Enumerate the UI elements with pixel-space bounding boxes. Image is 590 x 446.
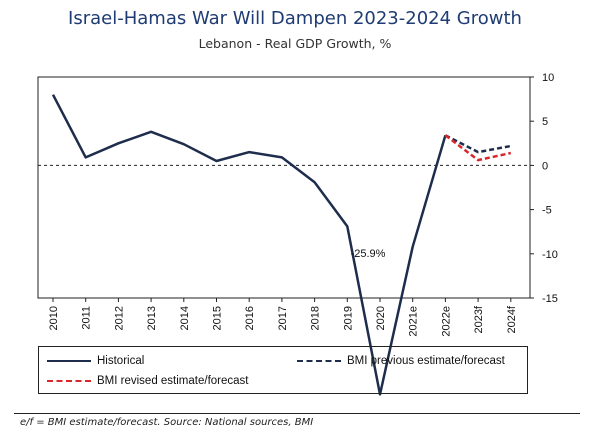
legend-swatch-historical [47,360,91,362]
x-tick-label: 2022e [440,306,452,337]
data-annotation: -25.9% [351,248,386,260]
footer-divider [14,413,580,414]
legend-swatch-revised [47,380,91,382]
plot-frame [37,76,531,299]
legend-label-previous: BMI previous estimate/forecast [347,355,505,367]
chart-subtitle: Lebanon - Real GDP Growth, % [198,36,392,51]
x-tick-label: 2013 [146,306,158,330]
legend-label-revised: BMI revised estimate/forecast [97,375,249,387]
legend-item-historical: Historical [47,355,144,367]
x-tick-label: 2015 [212,306,224,330]
y-tick-label: -15 [542,293,558,305]
legend-label-historical: Historical [97,355,145,367]
x-tick-label: 2024f [506,305,518,333]
y-tick-label: 10 [542,72,554,84]
legend-item-revised: BMI revised estimate/forecast [47,375,248,387]
x-tick-label: 2017 [277,306,289,330]
legend-item-previous: BMI previous estimate/forecast [297,355,505,367]
series-line-revised [444,134,512,162]
x-tick-label: 2021e [408,306,420,337]
y-tick-label: 5 [542,116,548,128]
series-line-historical [51,94,447,396]
series-line-previous [444,134,512,154]
x-tick-label: 2010 [48,306,60,330]
y-tick-label: 0 [542,160,548,172]
legend-swatch-previous [297,360,341,362]
x-tick-label: 2014 [179,306,191,330]
y-tick-label: -5 [542,205,552,217]
x-tick-label: 2016 [244,306,256,330]
x-tick-label: 2012 [113,306,125,330]
x-tick-label: 2023f [473,305,485,333]
chart-title: Israel-Hamas War Will Dampen 2023-2024 G… [68,8,522,29]
x-tick-label: 2019 [342,306,354,330]
x-tick-label: 2011 [81,306,93,330]
chart-legend: Historical BMI previous estimate/forecas… [38,346,528,394]
y-tick-label: -10 [542,249,558,261]
x-tick-label: 2018 [310,306,322,330]
x-tick-label: 2020 [375,306,387,330]
footer-note: e/f = BMI estimate/forecast. Source: Nat… [20,417,314,428]
